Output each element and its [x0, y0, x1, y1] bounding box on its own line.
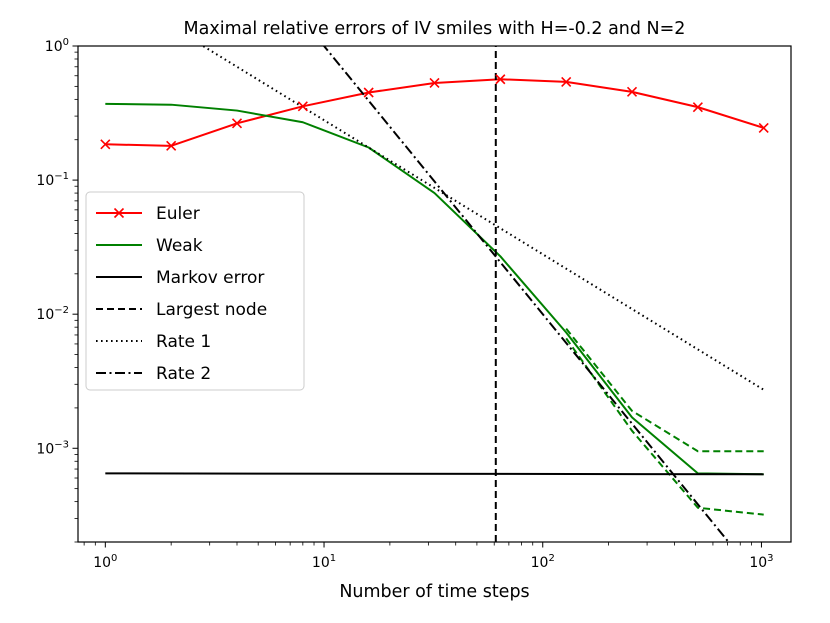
plot-frame: [77, 45, 792, 543]
x-axis-label: Number of time steps: [339, 582, 529, 602]
legend-label-weak: Weak: [156, 236, 203, 256]
legend-label-markov-error: Markov error: [156, 268, 264, 288]
x-tick-label: 103: [749, 553, 773, 571]
series-line-markov-error: [105, 472, 764, 476]
data-point-euler: [626, 86, 638, 97]
series-line-rate-1: [201, 46, 765, 391]
series-line-weak: [105, 102, 764, 476]
data-point-euler: [363, 87, 374, 98]
data-point-euler: [429, 77, 440, 89]
data-point-euler: [758, 122, 769, 133]
data-point-euler: [166, 140, 177, 151]
legend-marker-euler: [113, 207, 125, 219]
x-tick-label: 101: [312, 553, 336, 571]
series-layer: [105, 46, 765, 542]
data-point-euler: [231, 118, 243, 129]
euler-markers: [100, 74, 769, 151]
legend-label-euler: Euler: [156, 204, 200, 224]
legend-label-rate-1: Rate 1: [156, 332, 211, 352]
series-line-weak-dashed: [565, 328, 764, 453]
legend-box: [85, 191, 305, 391]
legend: Euler Weak Markov error Largest node Rate 1 R…: [85, 191, 305, 391]
series-line-rate-2: [322, 46, 730, 542]
data-point-euler: [100, 139, 111, 150]
series-line-euler: [105, 78, 765, 147]
data-point-euler: [297, 101, 308, 112]
legend-label-largest-node: Largest node: [156, 300, 267, 320]
data-point-euler: [692, 102, 703, 113]
y-tick-label: 10−3: [36, 439, 69, 457]
legend-label-rate-2: Rate 2: [156, 364, 211, 384]
y-tick-label: 100: [45, 37, 69, 55]
chart-title: Maximal relative errors of IV smiles wit…: [184, 19, 686, 39]
legend-items: Euler Weak Markov error Largest node Rate 1 R…: [96, 204, 267, 384]
x-axis-ticks: 100 101 102 103: [93, 542, 774, 571]
y-tick-label: 10−2: [36, 305, 69, 323]
data-point-euler: [561, 76, 572, 87]
x-tick-label: 100: [93, 553, 117, 571]
y-axis-ticks: 10−3 10−2 10−1 100: [36, 37, 78, 457]
y-tick-label: 10−1: [36, 171, 69, 189]
data-point-euler: [495, 74, 506, 85]
x-tick-label: 102: [531, 553, 555, 571]
